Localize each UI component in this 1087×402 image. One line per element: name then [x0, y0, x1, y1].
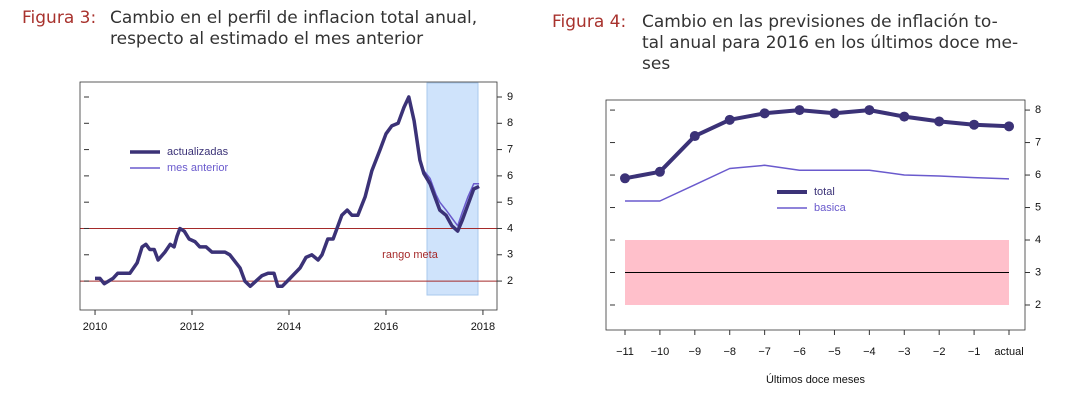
chart-title: Cambio en el perfil de inflacion total a… [110, 8, 477, 28]
series-marker [899, 111, 910, 122]
y-tick-label: 6 [1035, 169, 1041, 181]
series-marker [724, 114, 735, 125]
series-marker [829, 108, 840, 119]
y-tick-label: 7 [507, 143, 513, 155]
series-marker [759, 108, 770, 119]
y-tick-label: 8 [1035, 104, 1041, 116]
y-tick-label: 6 [507, 170, 513, 182]
annotation: rango meta [382, 249, 439, 261]
x-tick-label: −1 [968, 346, 981, 358]
x-tick-label: −9 [689, 346, 702, 358]
y-tick-label: 3 [1035, 266, 1041, 278]
y-tick-label: 7 [1035, 136, 1041, 148]
x-tick-label: −7 [758, 346, 771, 358]
legend-label: basica [814, 202, 847, 214]
x-tick-label: −8 [723, 346, 736, 358]
x-tick-label: −6 [793, 346, 806, 358]
series-marker [934, 116, 945, 127]
series-line [625, 164, 1010, 202]
figure-label: Figura 4: [552, 12, 626, 32]
y-tick-label: 4 [1035, 234, 1041, 246]
chart-title: ses [642, 54, 670, 74]
x-tick-label: 2012 [180, 321, 204, 333]
chart-title: tal anual para 2016 en los últimos doce … [642, 33, 1018, 53]
figure-label: Figura 3: [22, 8, 96, 28]
legend-label: mes anterior [167, 162, 228, 174]
x-tick-label: −11 [616, 346, 634, 358]
series-marker [864, 105, 875, 116]
x-tick-label: 2014 [277, 321, 301, 333]
series-marker [1004, 121, 1014, 132]
series-marker [620, 173, 630, 184]
y-tick-label: 2 [1035, 299, 1041, 311]
x-tick-label: 2018 [471, 321, 495, 333]
x-tick-label: 2010 [83, 321, 107, 333]
series-line [95, 95, 480, 289]
plot-frame [605, 99, 1026, 331]
series-line [419, 159, 480, 227]
legend-label: actualizadas [167, 146, 229, 158]
series-line [624, 108, 1010, 181]
series-marker [794, 105, 805, 116]
y-tick-label: 5 [1035, 201, 1041, 213]
y-tick-label: 5 [507, 196, 513, 208]
series-marker [969, 119, 980, 130]
y-tick-label: 4 [507, 222, 513, 234]
x-axis-label: Últimos doce meses [766, 373, 866, 386]
chart-title: respecto al estimado el mes anterior [110, 29, 423, 49]
x-tick-label: −3 [898, 346, 911, 358]
y-tick-label: 8 [507, 117, 513, 129]
y-tick-label: 3 [507, 249, 513, 261]
legend-label: total [814, 186, 835, 198]
series-marker [689, 131, 700, 142]
x-tick-label: −10 [651, 346, 670, 358]
chart-title: Cambio en las previsiones de inflación t… [642, 12, 998, 32]
forecast-shade [426, 82, 479, 296]
series-marker [654, 166, 665, 177]
x-tick-label: 2016 [374, 321, 398, 333]
x-tick-label: −4 [863, 346, 876, 358]
x-tick-label: −2 [933, 346, 946, 358]
x-tick-label: actual [994, 346, 1023, 358]
y-tick-label: 2 [507, 275, 513, 287]
y-tick-label: 9 [507, 91, 513, 103]
x-tick-label: −5 [828, 346, 841, 358]
